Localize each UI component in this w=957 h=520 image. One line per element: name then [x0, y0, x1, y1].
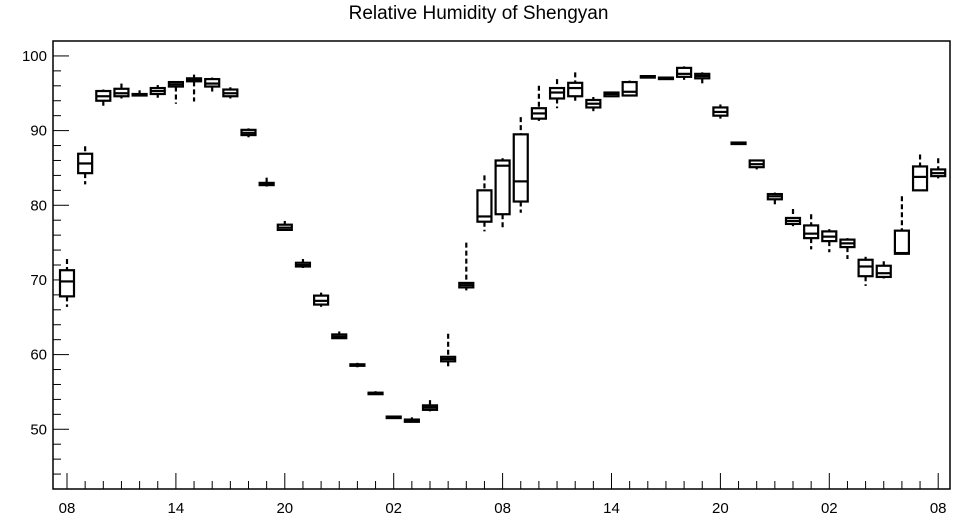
x-tick-label: 08	[59, 500, 76, 517]
y-tick-label: 100	[22, 48, 47, 65]
box-item	[222, 87, 239, 99]
x-tick-label: 02	[385, 500, 402, 517]
box-item	[567, 72, 584, 101]
box-item	[730, 141, 747, 146]
box-item	[149, 85, 166, 98]
x-tick-label: 08	[494, 500, 511, 517]
box-item	[875, 261, 892, 279]
box-item	[167, 80, 184, 104]
box-item	[839, 238, 856, 260]
chart-title: Relative Humidity of Shengyan	[348, 3, 609, 24]
box-item	[512, 117, 529, 213]
box-body	[621, 80, 638, 97]
box-body	[494, 159, 511, 216]
box-item	[803, 214, 820, 250]
box-item	[893, 196, 911, 255]
box-item	[784, 209, 802, 227]
box-item	[403, 417, 420, 423]
box-item	[530, 85, 548, 121]
box-item	[77, 146, 94, 185]
box-body	[911, 165, 929, 192]
y-tick-label: 50	[30, 421, 47, 438]
box-body	[476, 189, 493, 223]
y-axis: 50 60 70 80 90 100	[22, 40, 69, 490]
box-body	[875, 264, 892, 279]
box-item	[821, 229, 838, 253]
box-item	[857, 256, 874, 286]
x-axis: 08 14 20 02 08 14 20 02 08	[59, 473, 947, 517]
y-tick-label: 60	[30, 347, 47, 364]
x-tick-label: 20	[276, 500, 293, 517]
box-item	[494, 158, 511, 230]
box-item	[748, 159, 765, 170]
y-tick-label: 90	[30, 123, 47, 140]
x-tick-label: 14	[603, 500, 620, 517]
box-item	[458, 242, 475, 291]
x-tick-label: 08	[930, 500, 947, 517]
x-tick-label: 02	[821, 500, 838, 517]
box-body	[512, 133, 529, 203]
box-item	[930, 158, 947, 179]
box-item	[548, 79, 566, 109]
box-body	[893, 229, 911, 255]
box-item	[657, 76, 675, 81]
box-item	[385, 415, 402, 420]
box-item	[349, 362, 366, 368]
plot-frame	[52, 40, 951, 490]
box-item	[313, 292, 330, 307]
box-item	[440, 333, 457, 367]
box-body	[567, 81, 584, 98]
box-item	[421, 400, 439, 412]
box-item	[294, 259, 312, 268]
box-series	[58, 66, 947, 423]
box-body	[675, 66, 693, 78]
box-item	[331, 331, 348, 340]
box-body	[803, 224, 820, 240]
y-tick-label: 70	[30, 272, 47, 289]
y-tick-label: 80	[30, 197, 47, 214]
box-item	[621, 80, 638, 97]
box-item	[712, 104, 729, 119]
box-item	[131, 90, 148, 97]
box-item	[113, 83, 130, 99]
box-item	[694, 72, 711, 85]
box-item	[766, 192, 783, 206]
box-item	[204, 77, 221, 94]
box-item	[185, 74, 203, 102]
box-item	[911, 154, 929, 192]
box-item	[95, 89, 112, 106]
box-item	[603, 91, 620, 98]
box-body	[58, 269, 76, 298]
x-tick-label: 20	[712, 500, 729, 517]
box-item	[258, 177, 275, 187]
box-item	[367, 391, 384, 396]
x-tick-label: 14	[168, 500, 185, 517]
box-body	[857, 258, 874, 278]
box-item	[240, 128, 257, 138]
box-item	[639, 74, 656, 79]
box-item	[675, 66, 693, 80]
box-item	[276, 220, 293, 232]
box-item	[58, 259, 76, 307]
box-item	[585, 97, 602, 112]
box-item	[476, 175, 493, 232]
